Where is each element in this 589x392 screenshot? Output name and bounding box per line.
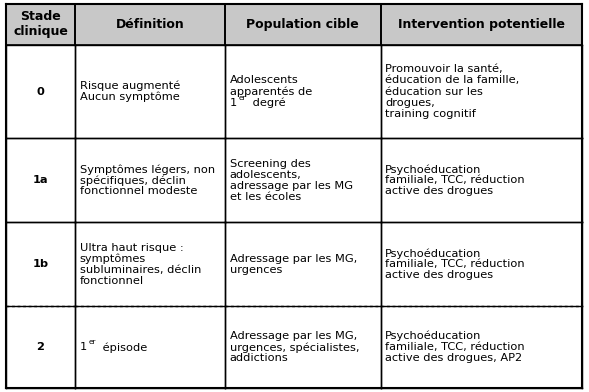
Bar <box>6 307 75 388</box>
Text: Symptômes légers, non: Symptômes légers, non <box>80 164 215 174</box>
Bar <box>75 222 225 307</box>
Text: Risque augmenté: Risque augmenté <box>80 81 180 91</box>
Text: Psychoéducation: Psychoéducation <box>385 331 482 341</box>
Text: adressage par les MG: adressage par les MG <box>230 181 353 191</box>
Bar <box>225 138 380 222</box>
Text: 1: 1 <box>80 342 87 352</box>
Text: er: er <box>89 339 97 345</box>
Text: active des drogues, AP2: active des drogues, AP2 <box>385 353 522 363</box>
Text: 1: 1 <box>230 98 237 108</box>
Text: Psychoéducation: Psychoéducation <box>385 248 482 259</box>
Text: 1a: 1a <box>32 175 48 185</box>
Text: éducation de la famille,: éducation de la famille, <box>385 76 519 85</box>
Text: familiale, TCC, réduction: familiale, TCC, réduction <box>385 260 525 269</box>
Text: Adolescents: Adolescents <box>230 76 299 85</box>
Bar <box>225 222 380 307</box>
Bar <box>225 4 380 45</box>
Text: familiale, TCC, réduction: familiale, TCC, réduction <box>385 175 525 185</box>
Text: Screening des: Screening des <box>230 159 310 169</box>
Text: Aucun symptôme: Aucun symptôme <box>80 92 180 102</box>
Bar <box>75 45 225 138</box>
Text: symptômes: symptômes <box>80 254 146 264</box>
Bar <box>6 222 75 307</box>
Bar <box>225 307 380 388</box>
Text: Ultra haut risque :: Ultra haut risque : <box>80 243 184 253</box>
Bar <box>75 4 225 45</box>
Text: 1b: 1b <box>32 260 48 269</box>
Text: er: er <box>239 94 247 101</box>
Text: degré: degré <box>249 97 285 108</box>
Text: Adressage par les MG,: Adressage par les MG, <box>230 254 357 264</box>
Text: active des drogues: active des drogues <box>385 270 494 281</box>
Text: et les écoles: et les écoles <box>230 192 301 202</box>
Text: Stade
clinique: Stade clinique <box>13 10 68 38</box>
Text: addictions: addictions <box>230 353 289 363</box>
Text: 2: 2 <box>37 342 44 352</box>
Bar <box>225 45 380 138</box>
Bar <box>380 4 583 45</box>
Text: 0: 0 <box>37 87 44 96</box>
Text: fonctionnel: fonctionnel <box>80 276 144 286</box>
Text: drogues,: drogues, <box>385 98 435 108</box>
Text: Adressage par les MG,: Adressage par les MG, <box>230 331 357 341</box>
Bar <box>6 4 75 45</box>
Bar <box>6 45 75 138</box>
Bar <box>75 307 225 388</box>
Text: Promouvoir la santé,: Promouvoir la santé, <box>385 64 503 74</box>
Text: fonctionnel modeste: fonctionnel modeste <box>80 187 197 196</box>
Text: éducation sur les: éducation sur les <box>385 87 483 96</box>
Text: Intervention potentielle: Intervention potentielle <box>398 18 565 31</box>
Text: training cognitif: training cognitif <box>385 109 477 119</box>
Text: spécifiques, déclin: spécifiques, déclin <box>80 175 186 186</box>
Text: Psychoéducation: Psychoéducation <box>385 164 482 174</box>
Text: subluminaires, déclin: subluminaires, déclin <box>80 265 201 275</box>
Text: épisode: épisode <box>99 342 147 352</box>
Text: Définition: Définition <box>115 18 184 31</box>
Bar <box>380 138 583 222</box>
Bar <box>6 138 75 222</box>
Text: active des drogues: active des drogues <box>385 187 494 196</box>
Bar <box>380 45 583 138</box>
Text: apparentés de: apparentés de <box>230 86 312 97</box>
Bar <box>380 307 583 388</box>
Text: urgences: urgences <box>230 265 282 275</box>
Bar <box>380 222 583 307</box>
Bar <box>75 138 225 222</box>
Text: familiale, TCC, réduction: familiale, TCC, réduction <box>385 342 525 352</box>
Text: adolescents,: adolescents, <box>230 170 302 180</box>
Text: Population cible: Population cible <box>246 18 359 31</box>
Text: urgences, spécialistes,: urgences, spécialistes, <box>230 342 359 352</box>
